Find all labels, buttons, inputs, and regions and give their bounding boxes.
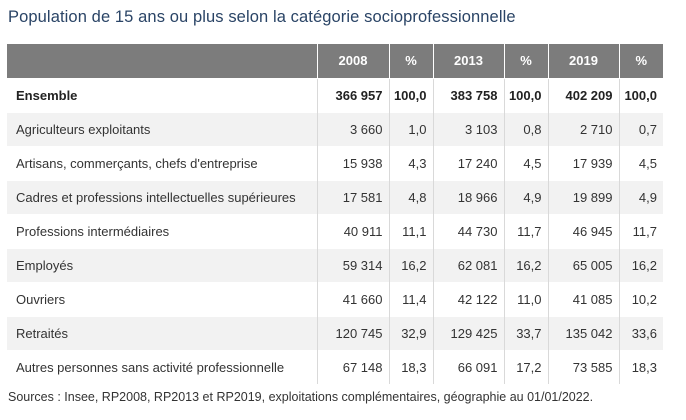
table-row: Employés 59 314 16,2 62 081 16,2 65 005 16,2 [7,247,663,282]
row-value-cell: 18,3 [619,349,663,384]
table-row: Agriculteurs exploitants 3 660 1,0 3 103 0,8… [7,111,663,146]
row-value-cell: 135 042 [548,315,620,350]
table-row: Autres personnes sans activité professio… [7,349,663,384]
row-value-cell: 17 939 [548,145,620,180]
source-note: Sources : Insee, RP2008, RP2013 et RP201… [8,390,594,404]
row-value-cell: 42 122 [433,281,505,316]
row-value-cell: 1,0 [389,111,434,146]
table-row: Ensemble 366 957 100,0 383 758 100,0 402 209 1… [7,77,663,112]
row-value-cell: 402 209 [548,77,620,112]
row-value-cell: 0,8 [504,111,549,146]
row-label: Employés [7,247,318,282]
row-value-cell: 40 911 [317,213,390,248]
row-value-cell: 11,4 [389,281,434,316]
row-value-cell: 129 425 [433,315,505,350]
row-value-cell: 120 745 [317,315,390,350]
row-value-cell: 11,7 [619,213,663,248]
row-value-cell: 59 314 [317,247,390,282]
row-label: Ouvriers [7,281,318,316]
row-value-cell: 366 957 [317,77,390,112]
table-body: Ensemble 366 957 100,0 383 758 100,0 402 209 1… [7,77,663,384]
row-value-cell: 16,2 [619,247,663,282]
row-label: Artisans, commerçants, chefs d'entrepris… [7,145,318,180]
row-value-cell: 44 730 [433,213,505,248]
row-value-cell: 41 660 [317,281,390,316]
row-label: Professions intermédiaires [7,213,318,248]
row-value-cell: 4,9 [504,179,549,214]
row-value-cell: 67 148 [317,349,390,384]
row-value-cell: 17 240 [433,145,505,180]
row-value-cell: 4,8 [389,179,434,214]
header-cell-2019: 2019 [548,44,620,78]
row-value-cell: 383 758 [433,77,505,112]
table-row: Ouvriers 41 660 11,4 42 122 11,0 41 085 10,2 [7,281,663,316]
header-cell-percent-2008: % [389,44,434,78]
population-table: 2008 % 2013 % 2019 % Ensemble 366 957 100,… [7,44,663,384]
row-value-cell: 18 966 [433,179,505,214]
row-value-cell: 4,5 [504,145,549,180]
row-value-cell: 33,7 [504,315,549,350]
table-container: 2008 % 2013 % 2019 % Ensemble 366 957 100,… [7,44,663,384]
row-value-cell: 3 660 [317,111,390,146]
row-label: Ensemble [7,77,318,112]
table-header-row: 2008 % 2013 % 2019 % [7,44,663,78]
row-value-cell: 65 005 [548,247,620,282]
row-value-cell: 73 585 [548,349,620,384]
row-value-cell: 16,2 [389,247,434,282]
row-value-cell: 11,1 [389,213,434,248]
header-cell-2013: 2013 [433,44,505,78]
row-value-cell: 46 945 [548,213,620,248]
row-label: Cadres et professions intellectuelles su… [7,179,318,214]
row-value-cell: 17 581 [317,179,390,214]
row-value-cell: 18,3 [389,349,434,384]
table-row: Artisans, commerçants, chefs d'entrepris… [7,145,663,180]
table-row: Retraités 120 745 32,9 129 425 33,7 135 042 33… [7,315,663,350]
row-label: Agriculteurs exploitants [7,111,318,146]
page-title: Population de 15 ans ou plus selon la ca… [8,8,516,26]
header-cell-percent-2019: % [619,44,663,78]
table-row: Professions intermédiaires 40 911 11,1 44 7… [7,213,663,248]
row-value-cell: 4,5 [619,145,663,180]
row-value-cell: 100,0 [389,77,434,112]
row-value-cell: 41 085 [548,281,620,316]
row-value-cell: 4,3 [389,145,434,180]
row-label: Retraités [7,315,318,350]
row-value-cell: 32,9 [389,315,434,350]
row-value-cell: 11,0 [504,281,549,316]
row-value-cell: 66 091 [433,349,505,384]
row-value-cell: 100,0 [619,77,663,112]
row-value-cell: 33,6 [619,315,663,350]
row-value-cell: 100,0 [504,77,549,112]
table-row: Cadres et professions intellectuelles su… [7,179,663,214]
row-label: Autres personnes sans activité professio… [7,349,318,384]
row-value-cell: 0,7 [619,111,663,146]
row-value-cell: 17,2 [504,349,549,384]
row-value-cell: 2 710 [548,111,620,146]
row-value-cell: 11,7 [504,213,549,248]
row-value-cell: 16,2 [504,247,549,282]
row-value-cell: 3 103 [433,111,505,146]
row-value-cell: 4,9 [619,179,663,214]
header-cell-2008: 2008 [317,44,390,78]
row-value-cell: 10,2 [619,281,663,316]
header-cell-empty [7,44,318,78]
row-value-cell: 62 081 [433,247,505,282]
header-cell-percent-2013: % [504,44,549,78]
row-value-cell: 19 899 [548,179,620,214]
row-value-cell: 15 938 [317,145,390,180]
